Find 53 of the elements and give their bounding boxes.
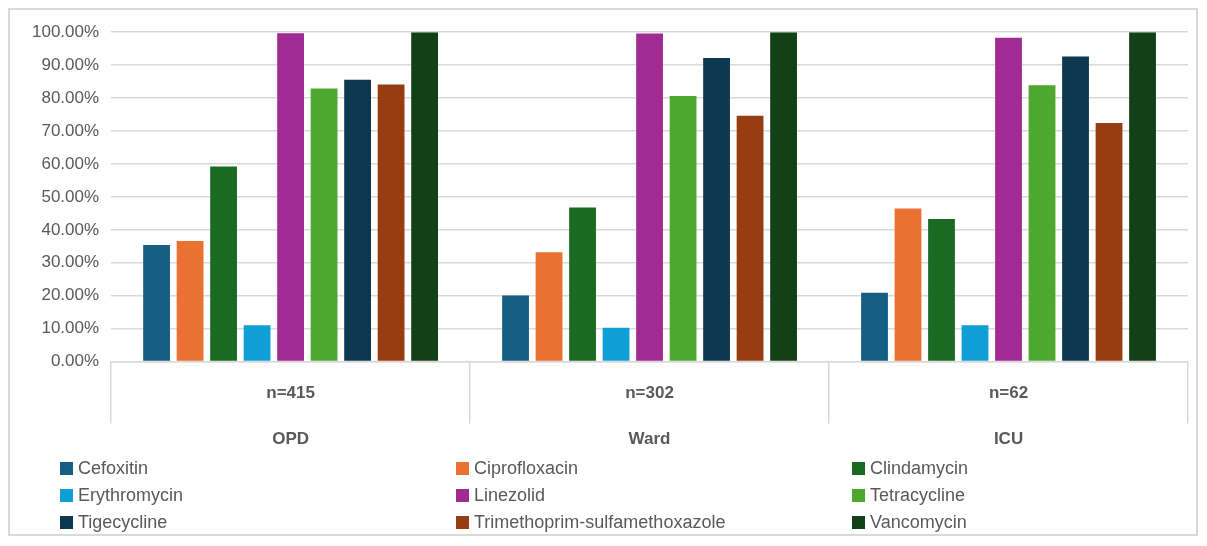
bar: [344, 79, 371, 361]
legend-label: Tetracycline: [870, 485, 966, 506]
y-tick-label: 50.00%: [41, 186, 100, 206]
bar: [143, 244, 170, 361]
legend-label: Tigecycline: [78, 512, 168, 533]
legend-label: Linezolid: [474, 485, 546, 506]
legend-label: Vancomycin: [870, 512, 967, 533]
bar: [502, 295, 529, 361]
y-tick-label: 70.00%: [41, 120, 100, 140]
bar: [961, 325, 989, 361]
y-tick-label: 40.00%: [41, 219, 100, 239]
bar: [1028, 85, 1056, 361]
bar: [176, 241, 204, 361]
bar: [770, 32, 797, 361]
bar: [411, 32, 439, 361]
bar: [928, 218, 955, 361]
bar: [669, 96, 697, 361]
y-tick-label: 0.00%: [50, 351, 100, 371]
text: n=302: [625, 383, 674, 403]
bar: [1095, 123, 1123, 361]
x-tick-label: ICU: [993, 429, 1024, 449]
bar: [736, 115, 764, 361]
y-tick-label: 90.00%: [41, 54, 100, 74]
bar: [995, 37, 1022, 361]
bar: [636, 33, 663, 361]
text: n=62: [988, 383, 1029, 403]
bar: [1062, 56, 1089, 361]
bar: [243, 325, 271, 361]
bar: [535, 252, 563, 361]
bar: [277, 33, 304, 361]
bar: [602, 327, 630, 361]
bar: [310, 88, 338, 361]
legend-label: Ciprofloxacin: [474, 458, 579, 479]
y-tick-label: 100.00%: [31, 21, 100, 41]
bar: [377, 84, 405, 361]
bar: [210, 166, 237, 361]
legend-label: Clindamycin: [870, 458, 969, 479]
bar: [703, 57, 730, 361]
legend-label: Trimethoprim-sulfamethoxazole: [474, 512, 726, 533]
text: n=415: [266, 383, 315, 403]
x-tick-label: OPD: [272, 429, 310, 449]
y-tick-label: 30.00%: [41, 252, 100, 272]
y-tick-label: 60.00%: [41, 153, 100, 173]
bar: [861, 292, 888, 361]
bar: [894, 208, 922, 361]
legend-label: Erythromycin: [78, 485, 184, 506]
y-tick-label: 20.00%: [41, 285, 100, 305]
bar: [569, 207, 596, 361]
y-tick-label: 80.00%: [41, 87, 100, 107]
bar: [1129, 32, 1156, 361]
legend-label: Cefoxitin: [78, 458, 149, 479]
y-tick-label: 10.00%: [41, 318, 100, 338]
x-tick-label: Ward: [628, 429, 671, 449]
